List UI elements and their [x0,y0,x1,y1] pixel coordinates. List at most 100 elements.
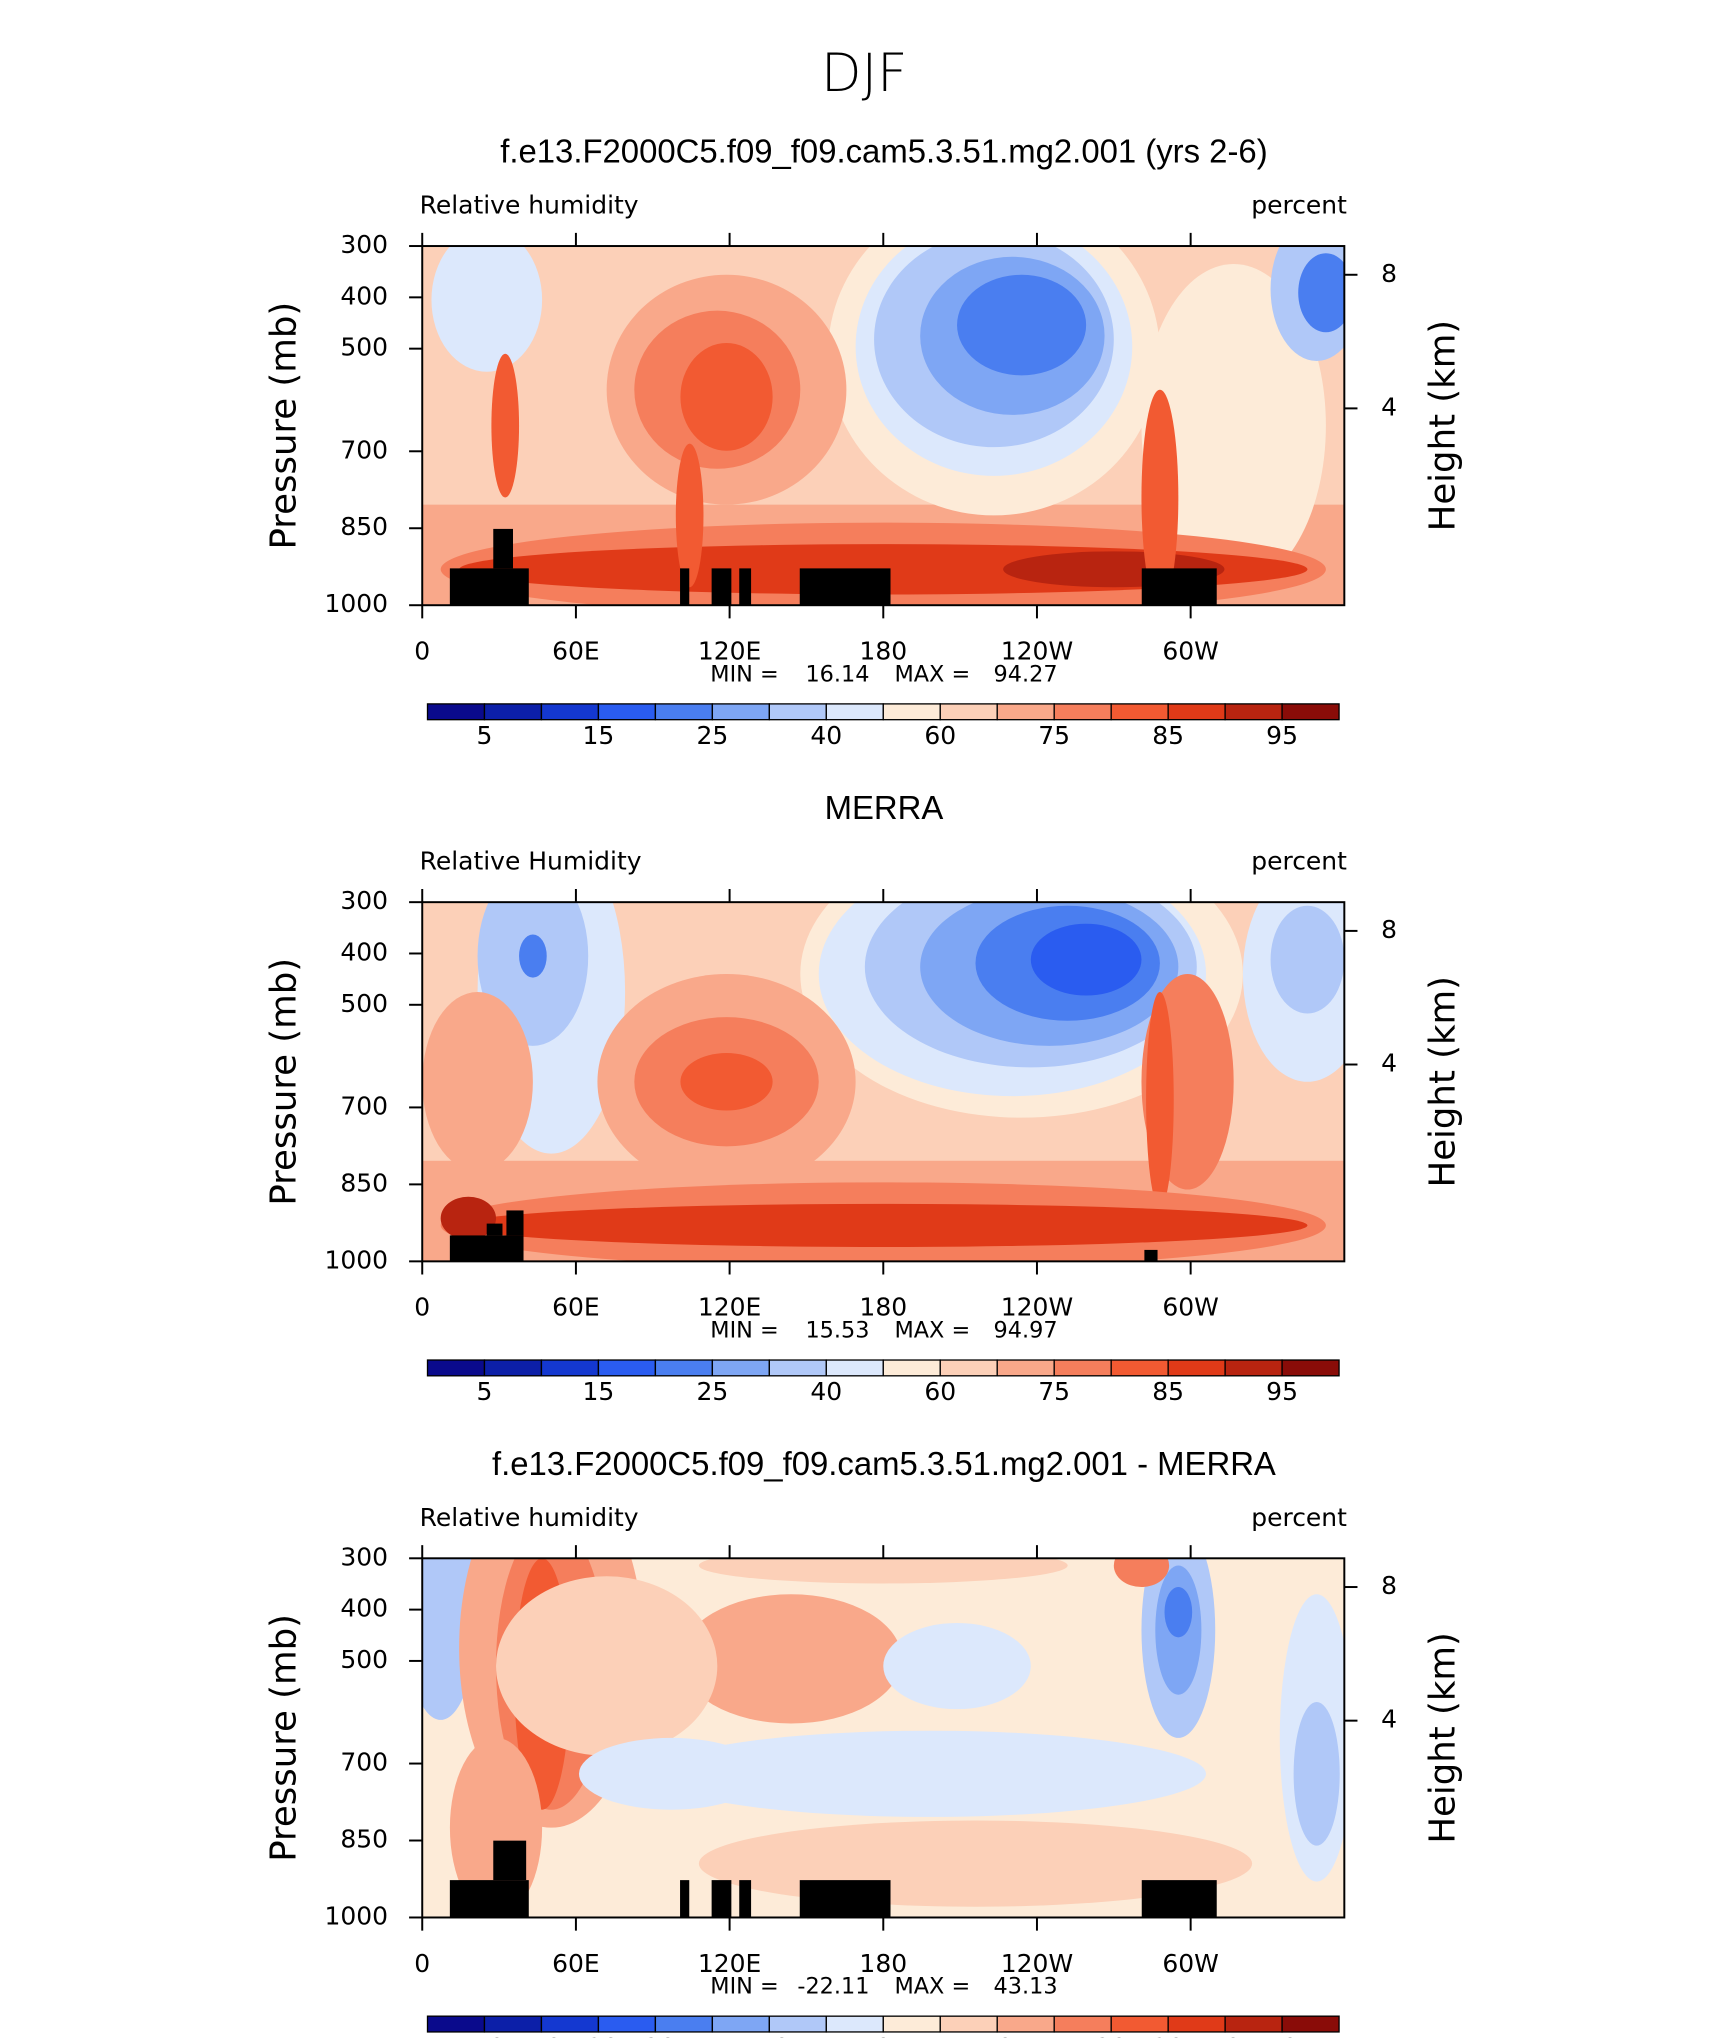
left-label: Relative humidity [420,1503,639,1532]
x-tick-label: 120W [1001,1949,1073,1978]
colorbar-label: 95 [1266,721,1298,750]
colorbar-label: 0 [875,2033,891,2038]
contour-region [680,1594,902,1724]
colorbar-label: 30 [1152,2033,1184,2038]
x-tick-label: 0 [414,1293,430,1322]
colorbar-label: -50 [464,2033,505,2038]
topography [493,528,513,569]
left-label: Relative humidity [420,191,639,220]
colorbar-box [882,703,941,721]
colorbar-label: 5 [932,2033,948,2038]
y-tick-label: 400 [340,281,388,310]
y-tick-label: 500 [340,333,388,362]
y-tick-label: 300 [340,886,388,915]
colorbar-box [540,703,600,721]
contour-region [1164,1587,1193,1638]
x-tick-label: 60W [1162,1949,1218,1978]
colorbar-label: 20 [1095,2033,1127,2038]
max-value: 94.97 [994,1318,1058,1344]
x-tick-label: 60W [1162,1293,1218,1322]
contour-region [957,274,1087,376]
x-tick-label: 60E [552,1949,600,1978]
topography [1144,1249,1158,1262]
colorbar-label: 25 [696,721,728,750]
colorbar-box [768,1359,827,1377]
colorbar-label: 5 [477,721,493,750]
y-axis-label: Pressure (mb) [263,302,304,550]
colorbar-label: 75 [1038,721,1070,750]
x-tick-label: 60E [552,637,600,666]
colorbar-box [768,703,827,721]
contour-region [680,343,773,451]
y-axis-label: Pressure (mb) [263,958,304,1206]
colorbar-label: -15 [692,2033,733,2038]
colorbar-box [483,1359,543,1377]
colorbar-label: 75 [1038,1377,1070,1406]
colorbar-box [939,1359,998,1377]
colorbar-box [825,1359,884,1377]
topography [1141,1880,1217,1917]
colorbar-box [1053,2015,1112,2033]
panel-title: f.e13.F2000C5.f09_f09.cam5.3.51.mg2.001 … [492,1445,1276,1482]
colorbar-box [1110,703,1169,721]
topography [739,568,752,606]
colorbar-box [540,2015,600,2033]
x-tick-label: 180 [859,1949,907,1978]
y-tick-label: 1000 [324,589,388,618]
contour-region [1298,253,1345,333]
colorbar-box [597,1359,657,1377]
contour-region [1293,1701,1340,1846]
y-tick-label: 850 [340,512,388,541]
topography [449,568,529,606]
colorbar-box [882,2015,941,2033]
panel-title: MERRA [825,789,944,826]
colorbar-box [711,1359,770,1377]
contour-region [883,1622,1031,1710]
contour-region [675,443,704,588]
colorbar-box [426,2015,486,2033]
colorbar-label: 85 [1152,721,1184,750]
y-tick-label: 700 [340,1091,388,1120]
topography [680,1880,690,1917]
contour-region [1141,263,1326,588]
max-value: 43.13 [994,1974,1058,2000]
contour-region [496,1576,718,1756]
min-value: 15.53 [805,1318,869,1344]
colorbar-box [768,2015,827,2033]
colorbar-box [483,2015,543,2033]
colorbar-box [1167,1359,1226,1377]
topography [739,1880,752,1917]
colorbar-box [597,2015,657,2033]
colorbar-box [882,1359,941,1377]
x-tick-label: 120E [698,1293,761,1322]
contour-field [422,902,1345,1262]
colorbar-box [1224,2015,1283,2033]
topography [449,1880,529,1917]
topography [799,1880,891,1917]
figure-title: DJF [821,43,907,104]
colorbar-label: -5 [814,2033,839,2038]
colorbar-box [1167,2015,1226,2033]
colorbar-label: 40 [1209,2033,1241,2038]
colorbar-box [711,703,770,721]
y-tick-label: 700 [340,435,388,464]
left-label: Relative Humidity [420,847,642,876]
colorbar-label: 95 [1266,1377,1298,1406]
max-label: MAX = [894,661,970,687]
x-tick-label: 120W [1001,1293,1073,1322]
contour-region [459,1203,1308,1247]
x-tick-label: 60W [1162,637,1218,666]
contour-region [491,353,520,498]
right-label: percent [1251,847,1347,876]
colorbar-label: 25 [696,1377,728,1406]
colorbar-box [996,2015,1055,2033]
topography [493,1840,527,1881]
min-label: MIN = [710,1974,778,2000]
x-tick-label: 0 [414,637,430,666]
y2-tick-label: 4 [1381,1049,1397,1078]
colorbar-box [426,1359,486,1377]
colorbar-box [1053,1359,1112,1377]
topography [711,1880,732,1917]
